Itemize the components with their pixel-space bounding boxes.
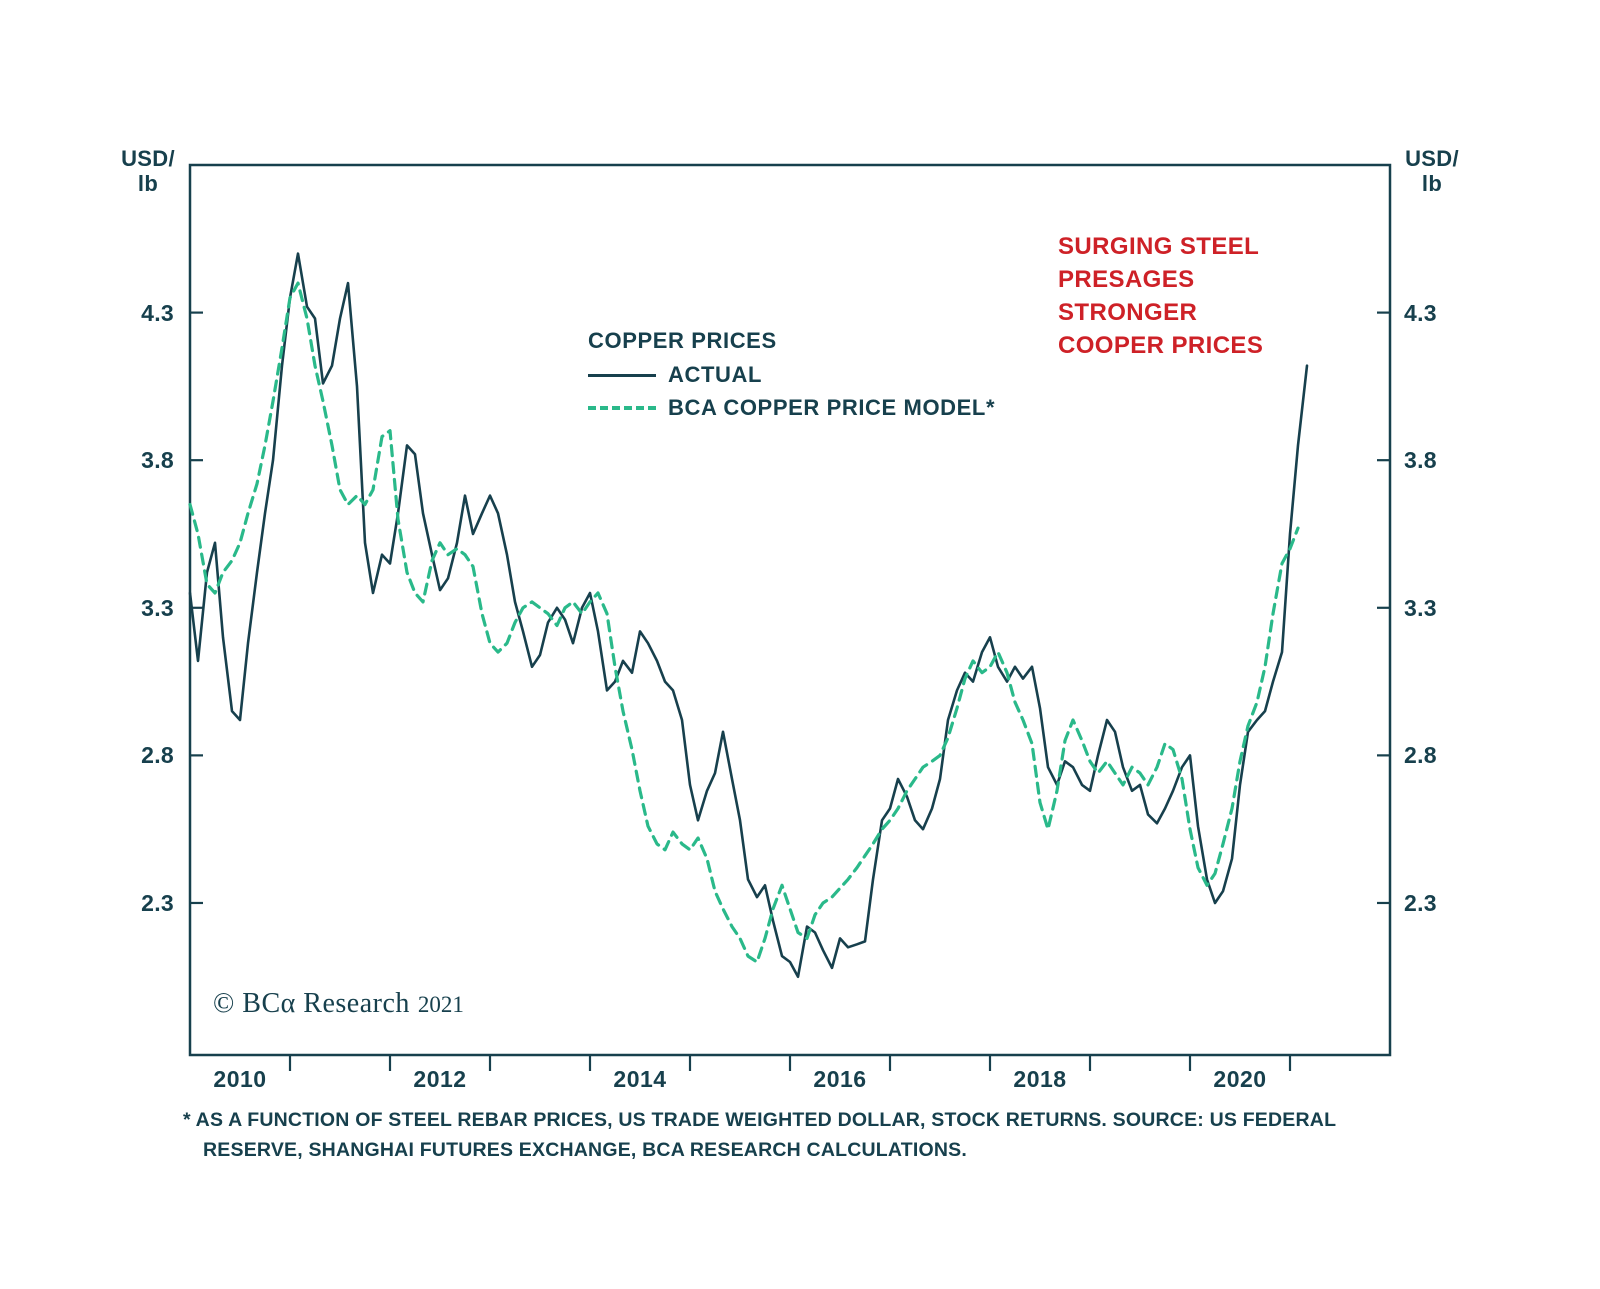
y-axis-unit-left: USD/ lb [116,146,180,196]
footnote-line-2: RESERVE, SHANGHAI FUTURES EXCHANGE, BCA … [203,1139,967,1161]
y-tick-label-left-3.8: 3.8 [141,447,174,474]
x-year-label-2016: 2016 [813,1066,867,1092]
y-axis-unit-right: USD/ lb [1400,146,1464,196]
y-tick-label-right-2.8: 2.8 [1404,742,1437,769]
actual-line-sample-icon [588,373,656,377]
y-tick-label-right-3.8: 3.8 [1404,447,1437,474]
y-tick-label-right-2.3: 2.3 [1404,889,1437,916]
model-line-sample-icon [588,406,656,410]
y-axis-unit-left-line2: lb [137,171,159,196]
x-year-label-2018: 2018 [1013,1066,1067,1092]
y-tick-label-left-2.3: 2.3 [141,889,174,916]
y-tick-label-left-4.3: 4.3 [141,299,174,326]
y-tick-label-left-3.3: 3.3 [141,594,174,621]
x-year-label-2012: 2012 [413,1066,467,1092]
annotation-line-3: STRONGER [1058,299,1198,326]
footnote-line-1: * AS A FUNCTION OF STEEL REBAR PRICES, U… [183,1109,1337,1131]
annotation-callout: SURGING STEEL PRESAGES STRONGER COOPER P… [1058,230,1263,362]
annotation-line-1: SURGING STEEL [1058,233,1260,260]
series-actual [188,252,1309,979]
footnote: * AS A FUNCTION OF STEEL REBAR PRICES, U… [183,1105,1443,1165]
legend-item-model: BCA COPPER PRICE MODEL* [588,395,995,421]
y-axis-unit-right-line1: USD/ [1405,146,1459,171]
y-tick-label-right-3.3: 3.3 [1404,594,1437,621]
legend-model-label: BCA COPPER PRICE MODEL* [668,395,996,420]
copyright-year: 2021 [417,992,464,1017]
x-year-label-2020: 2020 [1213,1066,1267,1092]
legend-actual-label: ACTUAL [668,362,763,387]
copyright: © BCα Research 2021 [213,988,464,1020]
y-axis-unit-left-line1: USD/ [121,146,175,171]
annotation-line-4: COOPER PRICES [1058,332,1264,359]
x-year-label-2014: 2014 [613,1066,667,1092]
legend-item-actual: ACTUAL [588,362,995,388]
series-model [188,281,1300,964]
y-axis-unit-right-line2: lb [1421,171,1443,196]
chart-title: COPPER PRICES [588,328,777,353]
x-year-label-2010: 2010 [213,1066,267,1092]
annotation-line-2: PRESAGES [1058,266,1195,293]
legend: COPPER PRICES ACTUAL BCA COPPER PRICE MO… [588,328,995,421]
y-tick-label-right-4.3: 4.3 [1404,299,1437,326]
y-tick-label-left-2.8: 2.8 [141,742,174,769]
copyright-brand: © BCα Research [213,988,410,1019]
